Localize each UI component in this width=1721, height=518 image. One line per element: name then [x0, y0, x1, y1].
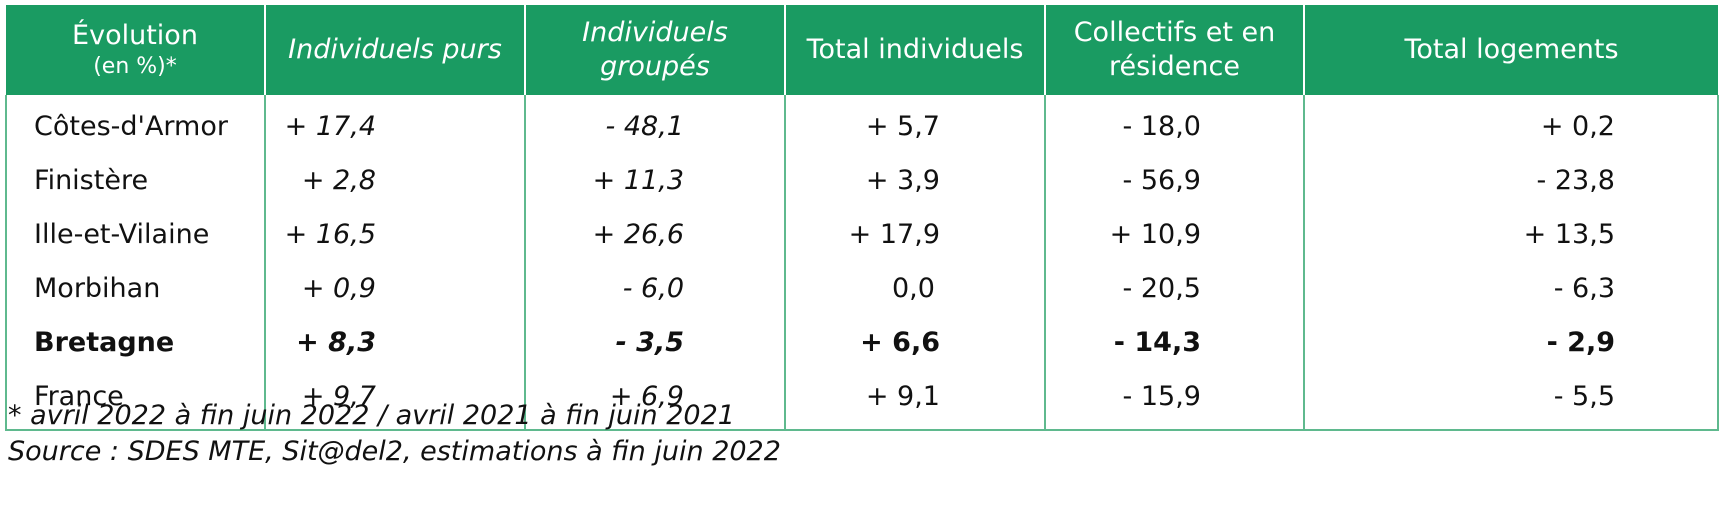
total-individuels-value: 0,0: [784, 261, 1045, 315]
region-name: France: [5, 369, 265, 431]
individuels-purs-value: + 0,9: [264, 261, 525, 315]
region-name: Finistère: [5, 153, 265, 207]
table-row: France + 9,7 + 6,9 + 9,1 - 15,9 - 5,5: [5, 369, 1719, 431]
region-name: Ille-et-Vilaine: [5, 207, 265, 261]
individuels-groupes-value: - 48,1: [524, 95, 785, 153]
individuels-purs-value: + 17,4: [264, 95, 525, 153]
total-logements-value: - 5,5: [1303, 369, 1719, 431]
region-name: Côtes-d'Armor: [5, 95, 265, 153]
total-logements-value: - 6,3: [1303, 261, 1719, 315]
individuels-groupes-value: + 11,3: [524, 153, 785, 207]
total-logements-value: + 13,5: [1303, 207, 1719, 261]
collectifs-value: - 20,5: [1044, 261, 1304, 315]
collectifs-value: - 18,0: [1044, 95, 1304, 153]
individuels-purs-value: + 2,8: [264, 153, 525, 207]
collectifs-value: - 15,9: [1044, 369, 1304, 431]
header-evolution-unit: (en %)*: [93, 54, 177, 79]
table-header-row: Évolution (en %)* Individuels purs Indiv…: [6, 5, 1718, 95]
table-row-total-bretagne: Bretagne + 8,3 - 3,5 + 6,6 - 14,3 - 2,9: [5, 315, 1719, 369]
collectifs-value: - 56,9: [1044, 153, 1304, 207]
source-footnote: Source : SDES MTE, Sit@del2, estimations…: [8, 436, 781, 467]
individuels-purs-value: + 8,3: [264, 315, 525, 369]
header-total-individuels: Total individuels: [784, 5, 1045, 95]
total-logements-value: - 23,8: [1303, 153, 1719, 207]
region-name: Bretagne: [5, 315, 265, 369]
table-footnotes: * avril 2022 à fin juin 2022 / avril 202…: [8, 398, 781, 470]
individuels-groupes-value: + 6,9: [524, 369, 785, 431]
total-logements-value: - 2,9: [1303, 315, 1719, 369]
evolution-table: Évolution (en %)* Individuels purs Indiv…: [5, 5, 1719, 431]
table-row: Côtes-d'Armor + 17,4 - 48,1 + 5,7 - 18,0…: [5, 95, 1719, 153]
collectifs-value: + 10,9: [1044, 207, 1304, 261]
total-individuels-value: + 6,6: [784, 315, 1045, 369]
header-evolution-title: Évolution: [72, 20, 198, 51]
individuels-groupes-value: - 3,5: [524, 315, 785, 369]
header-collectifs-residence: Collectifs et en résidence: [1044, 5, 1304, 95]
table-row: Ille-et-Vilaine + 16,5 + 26,6 + 17,9 + 1…: [5, 207, 1719, 261]
individuels-purs-value: + 16,5: [264, 207, 525, 261]
header-evolution: Évolution (en %)*: [6, 5, 265, 95]
total-logements-value: + 0,2: [1303, 95, 1719, 153]
table-row: Morbihan + 0,9 - 6,0 0,0 - 20,5 - 6,3: [5, 261, 1719, 315]
header-individuels-purs: Individuels purs: [264, 5, 525, 95]
period-footnote: * avril 2022 à fin juin 2022 / avril 202…: [8, 400, 735, 431]
individuels-groupes-value: + 26,6: [524, 207, 785, 261]
total-individuels-value: + 17,9: [784, 207, 1045, 261]
individuels-groupes-value: - 6,0: [524, 261, 785, 315]
total-individuels-value: + 5,7: [784, 95, 1045, 153]
header-individuels-groupes: Individuels groupés: [524, 5, 785, 95]
collectifs-value: - 14,3: [1044, 315, 1304, 369]
total-individuels-value: + 9,1: [784, 369, 1045, 431]
total-individuels-value: + 3,9: [784, 153, 1045, 207]
table-row: Finistère + 2,8 + 11,3 + 3,9 - 56,9 - 23…: [5, 153, 1719, 207]
header-total-logements: Total logements: [1303, 5, 1718, 95]
individuels-purs-value: + 9,7: [264, 369, 525, 431]
region-name: Morbihan: [5, 261, 265, 315]
